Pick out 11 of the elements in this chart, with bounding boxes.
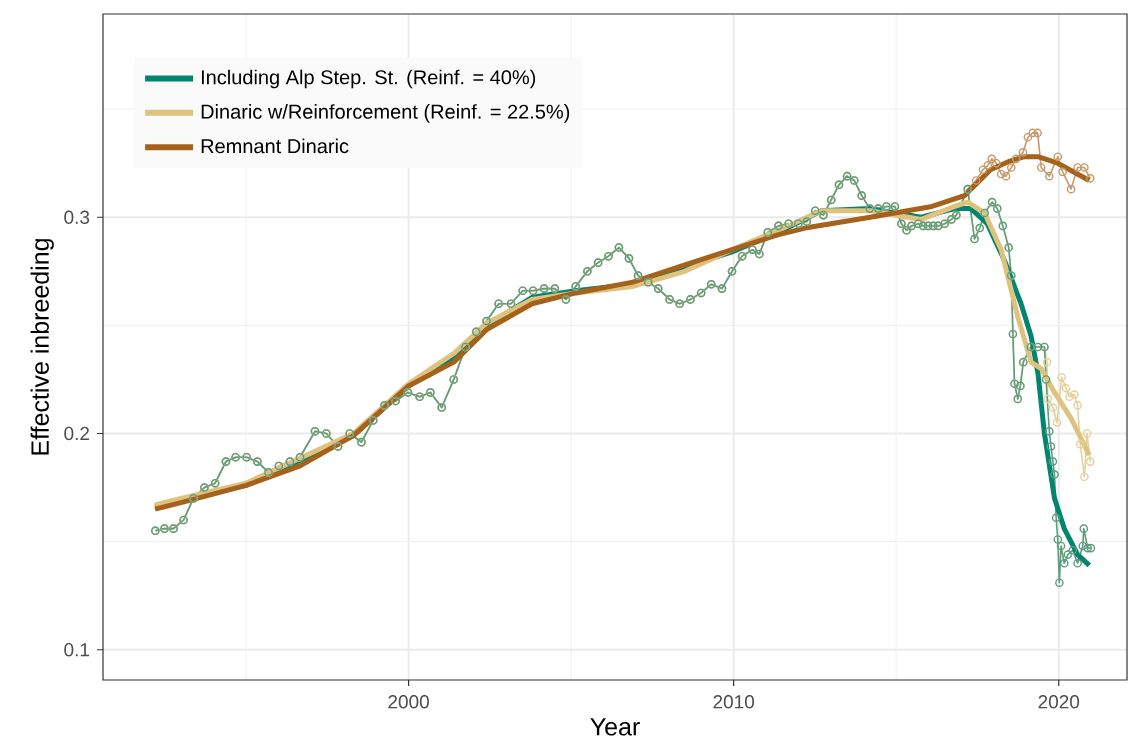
legend-label: Remnant Dinaric	[201, 138, 349, 154]
legend-label: Dinaric w/Reinforcement (Reinf. = 22.5%)	[201, 104, 570, 123]
x-tick-label: 2020	[1038, 695, 1080, 709]
x-axis-title: Year	[590, 718, 640, 736]
legend-label: Including Alp Step. St. (Reinf. = 40%)	[201, 69, 536, 89]
x-tick-label: 2010	[713, 695, 755, 709]
y-tick-label: 0.3	[64, 210, 90, 224]
y-tick-label: 0.1	[64, 642, 90, 657]
y-tick-label: 0.2	[64, 426, 90, 441]
y-axis-title: Effective inbreeding	[30, 239, 54, 455]
x-tick-label: 2000	[388, 695, 429, 709]
